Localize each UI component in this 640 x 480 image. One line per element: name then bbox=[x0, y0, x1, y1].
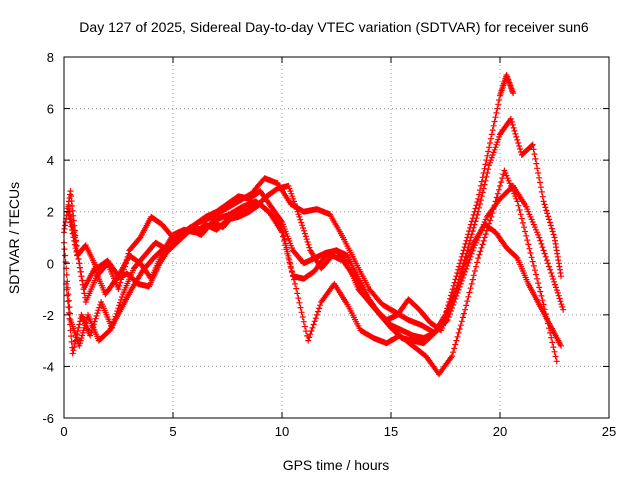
x-tick-label: 10 bbox=[275, 424, 289, 439]
plot-frame bbox=[63, 56, 610, 419]
y-tick-label: 2 bbox=[47, 205, 54, 220]
data-points bbox=[61, 72, 567, 378]
x-tick-label: 0 bbox=[60, 424, 67, 439]
series-markers bbox=[61, 72, 517, 342]
y-tick-label: -4 bbox=[42, 359, 54, 374]
x-tick-label: 5 bbox=[169, 424, 176, 439]
grid-lines bbox=[64, 57, 609, 418]
chart-title: Day 127 of 2025, Sidereal Day-to-day VTE… bbox=[79, 19, 589, 35]
y-tick-label: 6 bbox=[47, 102, 54, 117]
y-tick-label: -6 bbox=[42, 411, 54, 426]
series-markers bbox=[65, 175, 567, 336]
x-tick-label: 25 bbox=[602, 424, 616, 439]
series-track-3 bbox=[65, 175, 567, 336]
y-axis-label: SDTVAR / TECUs bbox=[6, 182, 22, 294]
series-track-1 bbox=[61, 72, 517, 342]
y-tick-label: 8 bbox=[47, 50, 54, 65]
x-tick-label: 15 bbox=[384, 424, 398, 439]
y-tick-label: -2 bbox=[42, 308, 54, 323]
x-tick-label: 20 bbox=[493, 424, 507, 439]
y-tick-label: 0 bbox=[47, 256, 54, 271]
axis-ticks: 0 5 10 15 20 25 -6 -4 -2 0 2 4 6 8 bbox=[42, 50, 616, 439]
y-tick-label: 4 bbox=[47, 153, 54, 168]
x-axis-label: GPS time / hours bbox=[283, 457, 390, 473]
